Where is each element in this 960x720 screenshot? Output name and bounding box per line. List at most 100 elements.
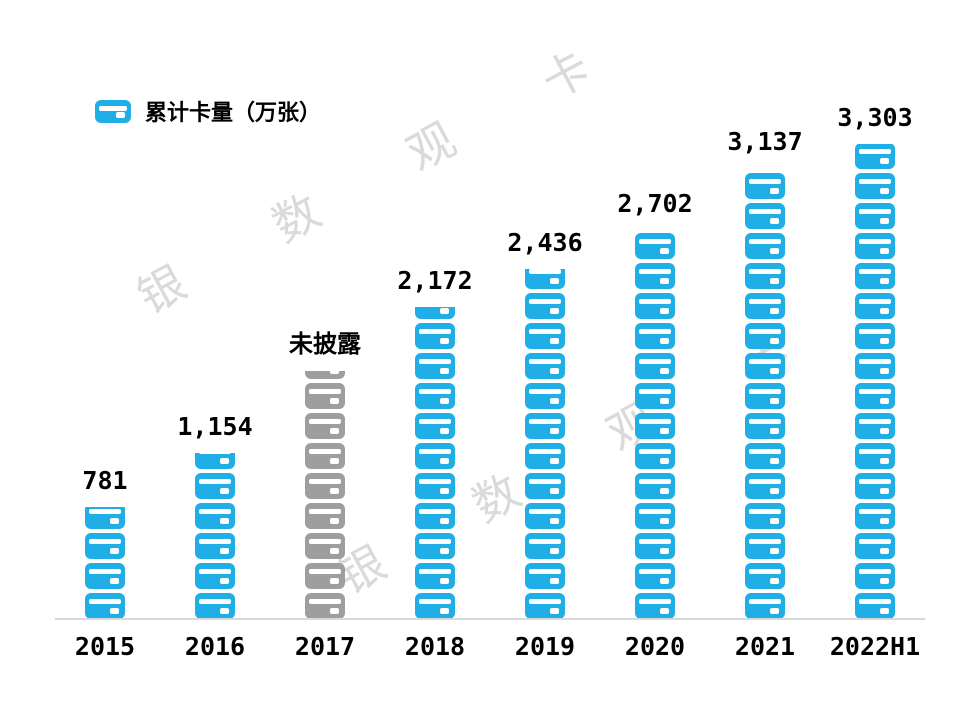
card-icon [195,503,235,529]
card-icon [525,323,565,349]
card-icon [855,503,895,529]
bar-column: 2,702 [600,189,710,619]
bar [635,230,675,619]
card-icon [635,563,675,589]
card-icon [635,323,675,349]
card-icon [85,593,125,619]
legend-label: 累计卡量（万张） [145,101,322,126]
card-icon [415,383,455,409]
card-icon [745,473,785,499]
card-icon [855,533,895,559]
value-label: 3,137 [727,127,803,156]
bar-column: 781 [50,466,160,619]
card-icon [195,453,235,469]
card-icon [195,563,235,589]
card-icon [95,99,131,123]
card-icon [635,443,675,469]
card-icon [635,353,675,379]
bar [195,453,235,619]
bar [855,144,895,619]
card-icon [525,503,565,529]
card-icon [415,353,455,379]
card-icon [855,413,895,439]
x-axis: 2015 2016 2017 2018 2019 2020 2021 2022H1 [50,632,930,661]
card-icon [305,383,345,409]
card-icon [855,473,895,499]
bar [85,507,125,619]
x-axis-label: 2019 [514,632,576,661]
card-icon [85,507,125,529]
value-label: 2,702 [617,189,693,218]
card-icon [525,533,565,559]
card-icon [305,533,345,559]
card-icon [525,593,565,619]
bar [415,307,455,619]
bar-undisclosed [305,371,345,619]
x-axis-label: 2018 [404,632,466,661]
card-icon [635,593,675,619]
card-icon [745,563,785,589]
card-icon [745,413,785,439]
card-icon [745,293,785,319]
x-axis-label: 2020 [624,632,686,661]
card-icon [745,203,785,229]
card-icon [745,593,785,619]
bar-column: 1,154 [160,412,270,619]
card-icon [745,443,785,469]
card-icon [525,269,565,289]
card-icon [635,263,675,289]
card-icon [745,323,785,349]
card-icon [745,173,785,199]
bar-column: 2,436 [490,228,600,619]
card-icon [305,473,345,499]
card-icon [855,593,895,619]
card-icon [305,413,345,439]
card-icon [195,533,235,559]
card-icon [855,173,895,199]
card-icon [635,473,675,499]
card-icon [305,593,345,619]
value-label: 3,303 [837,103,913,132]
card-icon [745,353,785,379]
card-icon [855,353,895,379]
card-icon [525,563,565,589]
x-axis-label: 2021 [734,632,796,661]
card-icon [635,413,675,439]
card-icon [635,383,675,409]
card-icon [745,233,785,259]
value-label: 2,172 [397,266,473,295]
card-icon [525,383,565,409]
card-icon [525,443,565,469]
card-icon [415,443,455,469]
card-icon [415,307,455,319]
card-icon [855,144,895,169]
card-icon [525,413,565,439]
value-label: 2,436 [507,228,583,257]
card-icon [855,293,895,319]
card-icon [635,233,675,259]
card-icon [525,293,565,319]
x-axis-label: 2017 [294,632,356,661]
card-icon [525,473,565,499]
card-icon [85,533,125,559]
card-icon [415,593,455,619]
bar [745,168,785,619]
card-icon [745,383,785,409]
card-icon [635,533,675,559]
card-icon [195,473,235,499]
bar-column: 3,303 [820,103,930,619]
card-icon [525,353,565,379]
legend: 累计卡量（万张） [95,95,321,127]
card-icon [855,263,895,289]
card-icon [415,323,455,349]
axis-baseline [55,618,925,620]
card-icon [855,203,895,229]
card-icon [415,473,455,499]
value-label: 781 [82,466,128,495]
card-icon [855,323,895,349]
bar-column: 3,137 [710,127,820,619]
card-icon [305,371,345,379]
card-icon [745,263,785,289]
card-icon [745,533,785,559]
